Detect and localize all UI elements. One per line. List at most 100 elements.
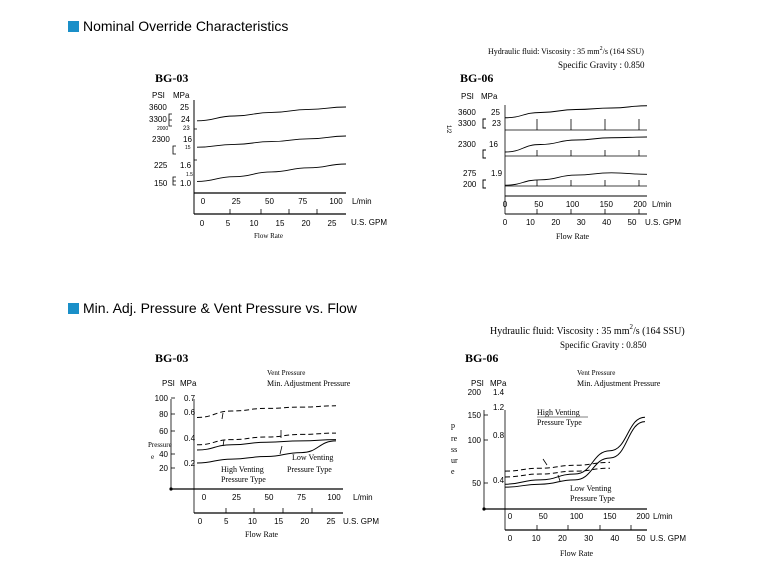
x-tick-label: 100 [566,200,580,209]
y-label-psi: 3600 [149,103,167,112]
y-tick-labels: 100 80 60 40 20 0.7 0.6 0.4 0.2 [155,394,196,473]
series-line-dashed [504,461,611,472]
y-axis-label: Pressure [148,441,172,449]
y-label-mpa: 1.0 [180,179,192,188]
x-tick-label: 5 [224,517,229,526]
x-tick-labels-gpm: 0 10 20 30 40 50 [503,218,637,227]
chart-title: BG-03 [155,351,188,365]
x-tick-label: 0 [202,493,207,502]
x-tick-label: 50 [539,512,548,521]
y-label-psi: 275 [463,169,477,178]
series-line [504,172,648,186]
x-tick-label: 0 [503,200,508,209]
series-line [196,439,337,451]
x-tick-labels-gpm: 0 5 10 15 20 25 [198,517,336,526]
x-tick-label: 0 [503,218,508,227]
x-tick-label: 0 [201,197,206,206]
x-tick-label: 10 [532,534,541,543]
unit-label-mpa: MPa [180,379,197,388]
axis-bracket [482,118,486,129]
annotation-high-venting: High Venting Pressure Type [221,465,266,484]
y-label-mpa: 15 [185,145,191,151]
x-tick-label: 150 [600,200,614,209]
chart-bg03-minadj: BG-03 Vent Pressure Min. Adjustment Pres… [148,351,379,539]
y-label-psi: 2300 [152,135,170,144]
x-tick-label: 150 [603,512,617,521]
y-tick-label-mpa: 0.8 [493,431,505,440]
axis-bracket [172,176,176,186]
y-tick-label-psi: 80 [159,410,168,419]
y-label-psi: 3600 [458,108,476,117]
y-tick-label-mpa: 0.6 [184,408,196,417]
origin-marker [482,507,486,511]
series-line [196,440,337,464]
y-axis-label-part: e [451,467,455,476]
y-label-mpa: 24 [181,115,190,124]
x-unit-lpm: L/min [352,197,372,206]
x-axis-label: Flow Rate [254,232,283,240]
legend-min-adj-pressure: Min. Adjustment Pressure [577,379,661,388]
chart-title: BG-06 [465,351,498,365]
x-tick-label: 100 [329,197,343,206]
y-tick-label-mpa: 1.2 [493,403,505,412]
axis-bracket [168,113,172,127]
series-line-dashed [196,432,337,446]
x-tick-label: 100 [327,493,341,502]
x-ticks-gpm-lines [225,508,313,513]
x-tick-label: 0 [200,219,205,228]
x-ticks-gpm-lines [229,209,318,214]
x-tick-label: 25 [232,493,241,502]
y-tick-label-psi: 50 [472,479,481,488]
x-axis-label: Flow Rate [556,232,590,241]
y-label-mpa: 25 [180,103,189,112]
side-mark: 1/2 [445,125,451,134]
x-tick-label: 20 [551,218,560,227]
unit-label-psi: PSI [152,91,165,100]
x-tick-label: 0 [508,534,513,543]
x-unit-lpm: L/min [353,493,373,502]
x-tick-label: 50 [265,493,274,502]
specific-gravity-note: Specific Gravity : 0.850 [560,340,647,350]
x-unit-gpm: U.S. GPM [645,218,681,227]
x-tick-label: 100 [570,512,584,521]
series-line [196,106,347,122]
y-label-psi: 3300 [458,119,476,128]
y-label-mpa: 23 [183,126,190,132]
x-tick-label: 200 [633,200,647,209]
unit-label-mpa: MPa [490,379,507,388]
x-unit-lpm: L/min [653,512,673,521]
series-group [196,405,337,464]
x-tick-label: 75 [298,197,307,206]
x-tick-label: 30 [577,218,586,227]
y-tick-label-psi: 20 [159,464,168,473]
x-tick-label: 200 [636,512,650,521]
y-tick-label-psi: 100 [155,394,169,403]
y-tick-labels: 200 150 100 50 1.4 1.2 0.8 0.4 [468,388,505,488]
y-label-psi: 3300 [149,115,167,124]
y-tick-label-psi: 60 [159,427,168,436]
grid-tick-marks [536,119,640,186]
y-label-psi: 225 [154,161,168,170]
x-tick-labels-gpm: 0 10 20 30 40 50 [508,534,646,543]
series-group [504,105,648,186]
unit-label-psi: PSI [471,379,484,388]
y-axis-label-part: re [451,434,458,443]
x-tick-label: 0 [198,517,203,526]
y-tick-label-mpa: 1.4 [493,388,505,397]
x-tick-label: 50 [265,197,274,206]
series-line [196,163,347,182]
x-axis-label: Flow Rate [245,530,279,539]
unit-label-mpa: MPa [173,91,190,100]
series-line-dashed [196,405,337,418]
y-label-mpa: 1.5 [186,172,193,178]
y-label-mpa: 1.9 [491,169,503,178]
x-ticks-gpm-lines [536,209,640,214]
square-bullet-icon [68,302,79,314]
annotation-low-venting: Low Venting Pressure Type [287,453,333,474]
x-tick-label: 0 [508,512,513,521]
x-axis-label: Flow Rate [560,549,594,558]
series-line [504,421,646,488]
y-tick-label-psi: 200 [468,388,482,397]
y-tick-label-psi: 150 [468,411,482,420]
